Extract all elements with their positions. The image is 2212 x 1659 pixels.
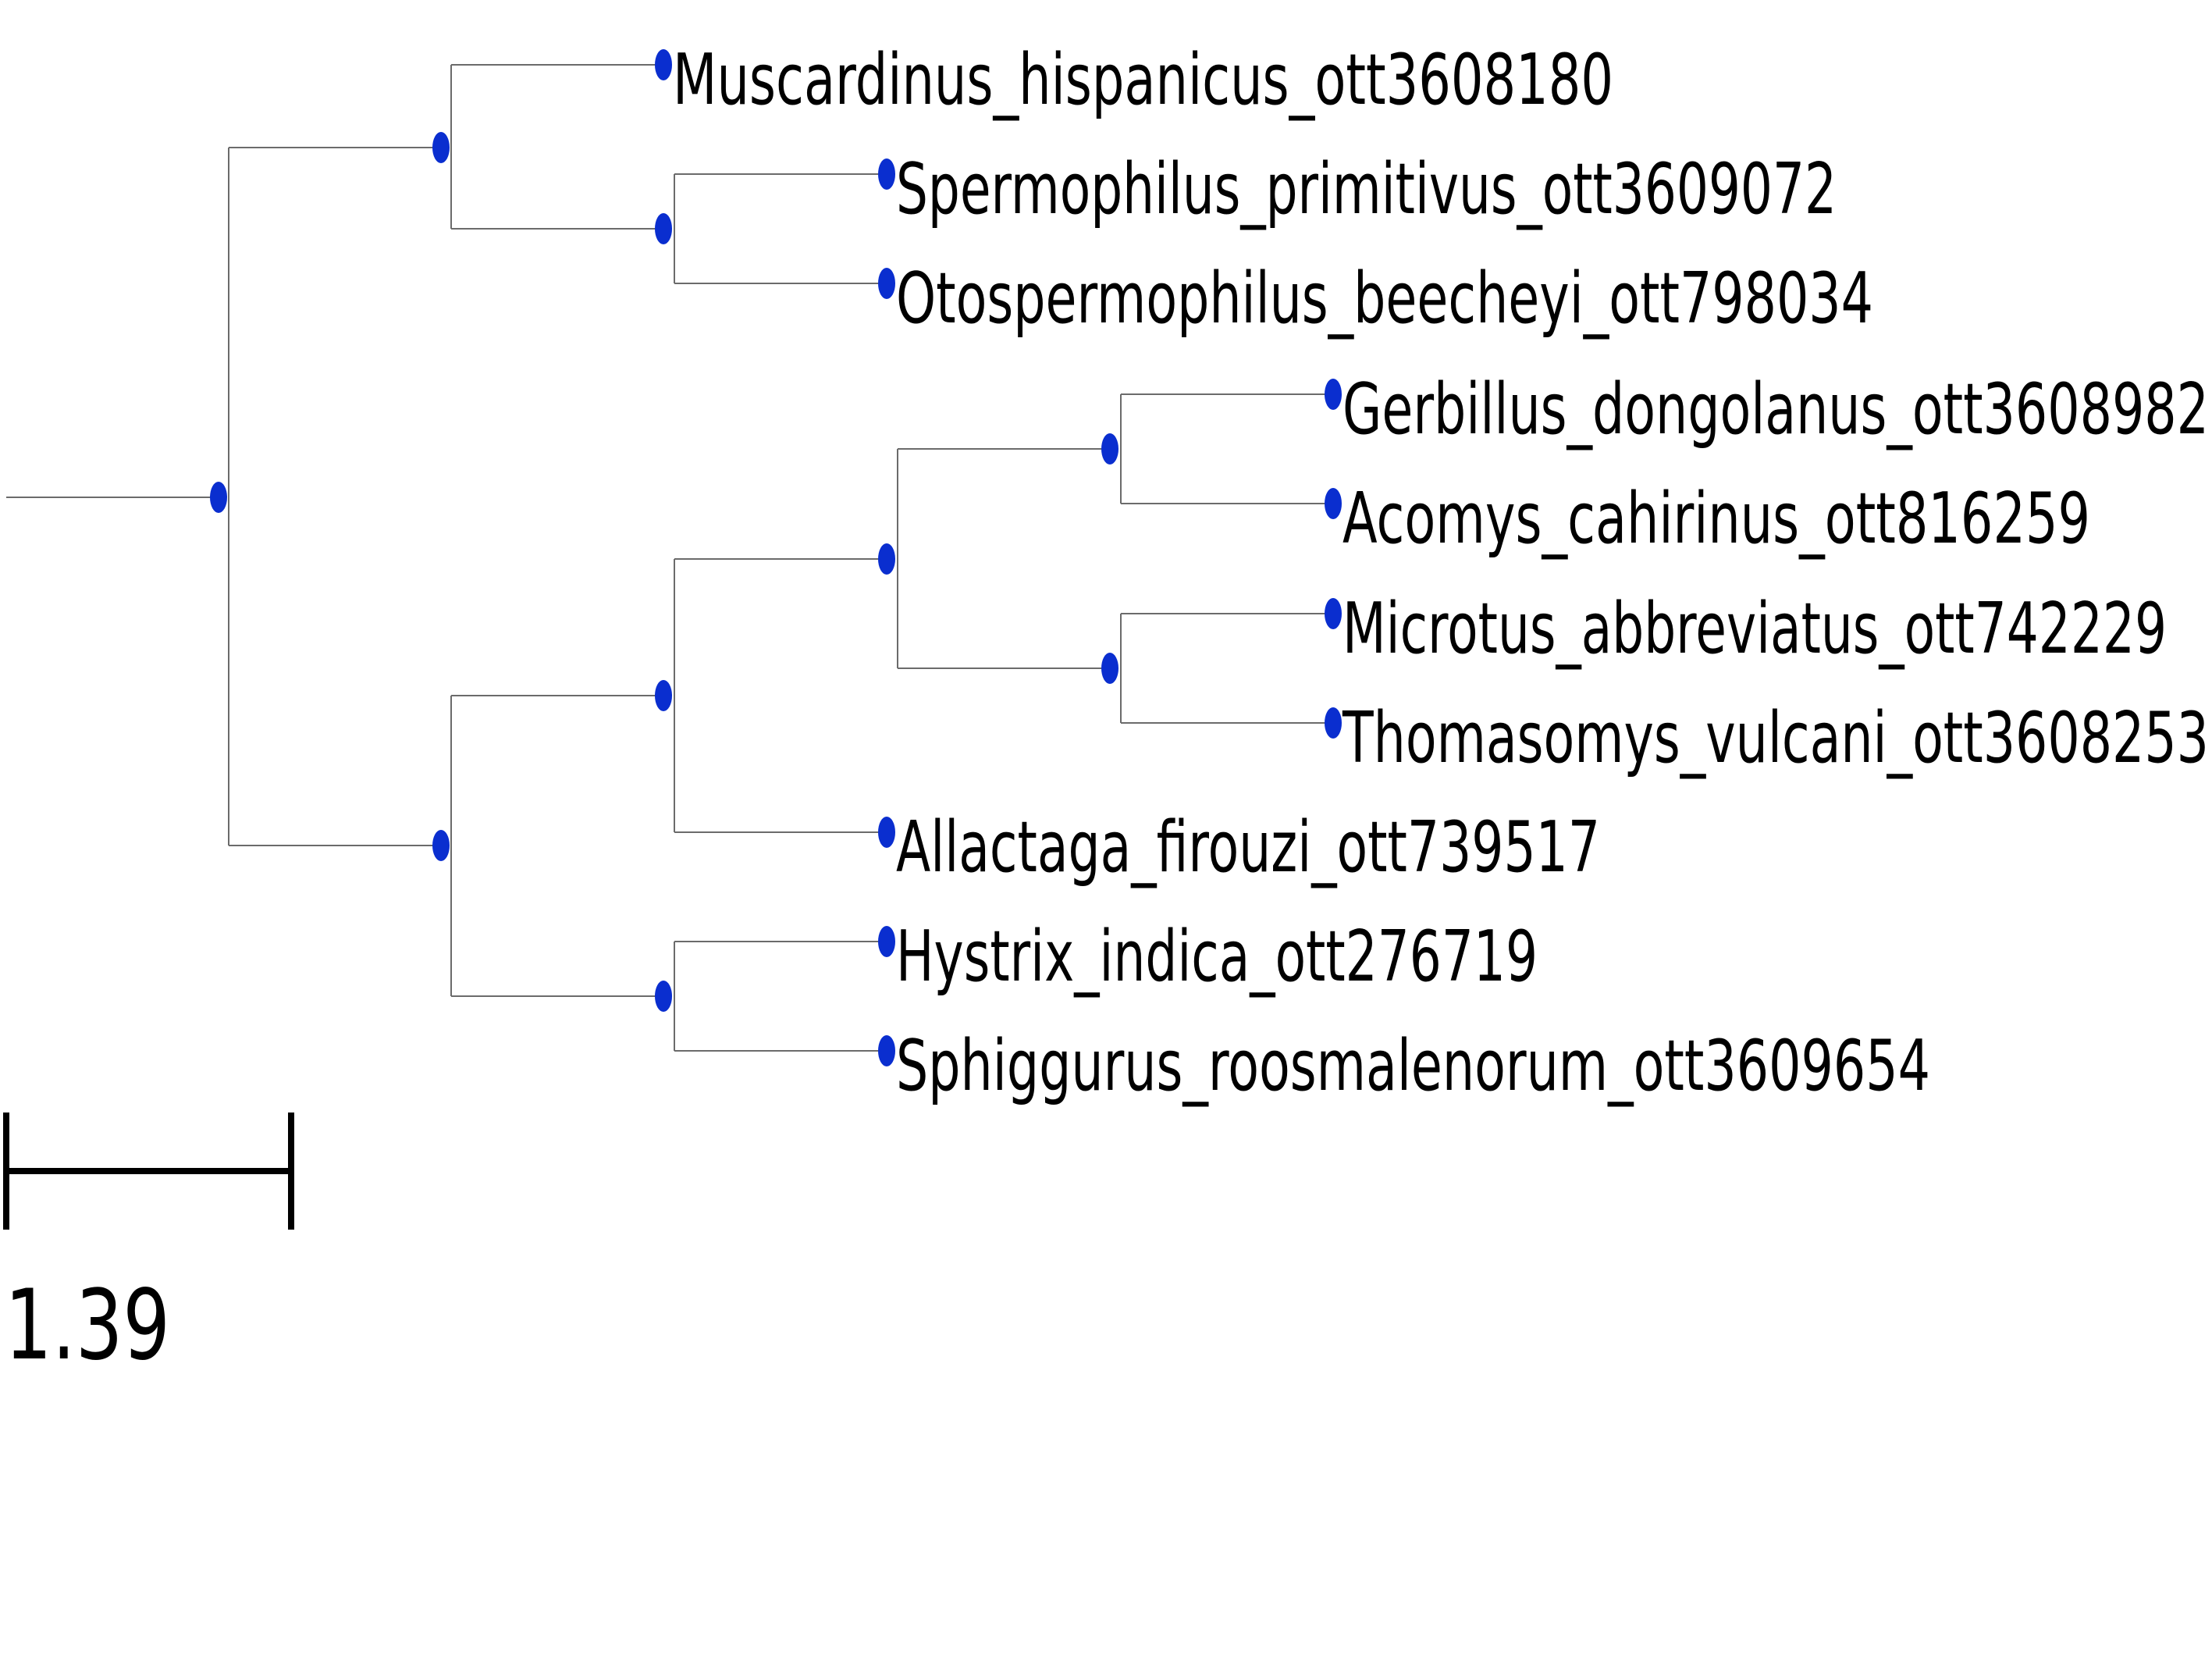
internal-node-porcupines [655, 981, 672, 1012]
leaf-label-acomys: Acomys_cahirinus_ott816259 [1342, 478, 2090, 560]
branch-porcupine-clade [674, 941, 887, 1052]
internal-node-gerbil-acomys [1101, 433, 1118, 465]
branch-mouse-jerboa-clade [674, 558, 887, 833]
internal-node-upper [432, 132, 450, 163]
leaf-node-spermophilus [878, 158, 895, 190]
internal-node-mouse-jerboa [655, 680, 672, 711]
leaf-node-microtus [1325, 598, 1342, 629]
leaf-label-spermophilus: Spermophilus_primitivus_ott3609072 [896, 148, 1837, 230]
leaf-node-acomys [1325, 488, 1342, 519]
leaf-node-allactaga [878, 817, 895, 848]
scale-bar-line [3, 1113, 294, 1230]
branch-lower-clade [450, 695, 663, 997]
internal-node-muroids [878, 543, 895, 575]
leaf-label-gerbillus: Gerbillus_dongolanus_ott3608982 [1342, 368, 2209, 450]
leaf-node-gerbillus [1325, 379, 1342, 410]
branch-microtus-thomasomys [1120, 613, 1333, 724]
scale-bar-label: 1.39 [5, 1269, 170, 1382]
branch-upper-clade [450, 64, 663, 230]
leaf-label-muscardinus: Muscardinus_hispanicus_ott3608180 [673, 39, 1613, 121]
leaf-label-sphiggurus: Sphiggurus_roosmalenorum_ott3609654 [896, 1025, 1930, 1107]
branch-squirrel-clade [674, 173, 887, 284]
leaf-node-thomasomys [1325, 707, 1342, 739]
internal-node-squirrels [655, 213, 672, 244]
internal-node-microtus-thomasomys [1101, 653, 1118, 684]
branch-root-split [228, 147, 441, 846]
leaf-label-thomasomys: Thomasomys_vulcani_ott3608253 [1342, 697, 2209, 779]
leaf-node-hystrix [878, 926, 895, 957]
leaf-node-muscardinus [655, 49, 672, 80]
leaf-label-microtus: Microtus_abbreviatus_ott742229 [1342, 588, 2167, 670]
branch-gerbil-acomys [1120, 393, 1333, 504]
leaf-label-hystrix: Hystrix_indica_ott276719 [896, 916, 1538, 998]
leaf-node-otospermophilus [878, 268, 895, 299]
leaf-node-sphiggurus [878, 1035, 895, 1066]
branch-muroid-clade [897, 448, 1110, 669]
internal-node-root [210, 482, 227, 513]
leaf-label-allactaga: Allactaga_firouzi_ott739517 [896, 806, 1600, 888]
internal-node-lower [432, 830, 450, 861]
leaf-label-otospermophilus: Otospermophilus_beecheyi_ott798034 [896, 258, 1873, 340]
